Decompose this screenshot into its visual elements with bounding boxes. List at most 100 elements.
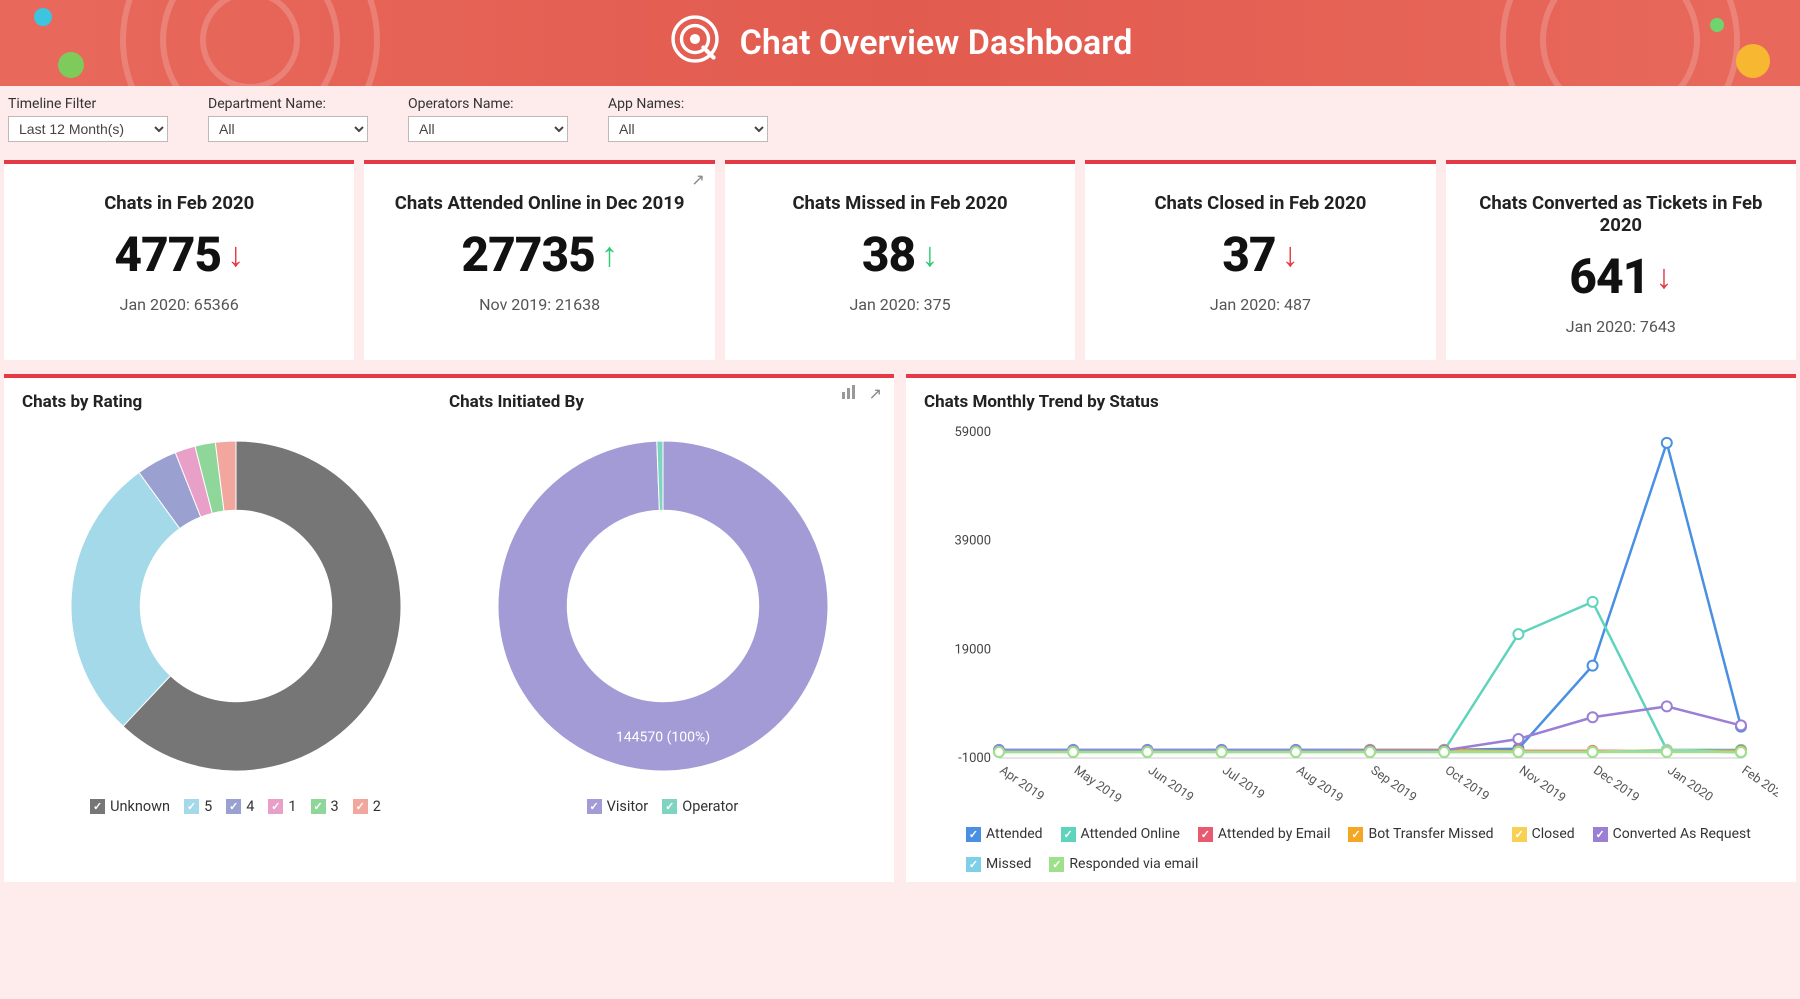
legend-swatch-icon: ✓ <box>90 799 105 814</box>
legend-label: Unknown <box>110 798 170 815</box>
legend-item[interactable]: ✓ Responded via email <box>1049 856 1198 872</box>
kpi-title: Chats Converted as Tickets in Feb 2020 <box>1458 192 1784 236</box>
svg-text:Oct 2019: Oct 2019 <box>1442 763 1492 804</box>
legend-item[interactable]: ✓Bot Transfer Missed <box>1348 826 1493 842</box>
department-filter-select[interactable]: All <box>208 116 368 142</box>
line-chart-trend: -1000190003900059000Apr 2019May 2019Jun … <box>924 418 1778 818</box>
legend-label: 3 <box>331 798 339 815</box>
legend-label: Operator <box>682 798 738 815</box>
legend-item[interactable]: ✓2 <box>353 798 381 815</box>
operators-filter-select[interactable]: All <box>408 116 568 142</box>
kpi-subtext: Jan 2020: 7643 <box>1458 317 1784 336</box>
kpi-card: Chats Closed in Feb 2020 37↓ Jan 2020: 487 <box>1085 160 1435 360</box>
kpi-row: Chats in Feb 20204775↓Jan 2020: 65366↗Ch… <box>0 160 1800 374</box>
trend-arrow-icon: ↑ <box>601 235 618 275</box>
kpi-title: Chats Closed in Feb 2020 <box>1097 192 1423 214</box>
legend-label: Attended by Email <box>1218 826 1331 842</box>
legend-swatch-icon: ✓ <box>1593 827 1608 842</box>
trend-arrow-icon: ↓ <box>1655 257 1672 297</box>
legend-item[interactable]: ✓ Missed <box>966 856 1031 872</box>
legend-item[interactable]: ✓ Visitor <box>587 798 649 815</box>
apps-filter-select[interactable]: All <box>608 116 768 142</box>
legend-item[interactable]: ✓Attended Online <box>1061 826 1180 842</box>
filter-label-operators: Operators Name: <box>408 96 568 112</box>
chart-title-initiated: Chats Initiated By <box>449 392 584 412</box>
dashboard-title: Chat Overview Dashboard <box>740 23 1133 63</box>
svg-text:39000: 39000 <box>954 534 991 549</box>
decorative-dot <box>58 52 84 78</box>
donut-chart-initiated: 144570 (100%) <box>493 436 833 776</box>
kpi-value: 4775 <box>114 226 221 283</box>
legend-swatch-icon: ✓ <box>268 799 283 814</box>
legend-item[interactable]: ✓ Closed <box>1512 826 1575 842</box>
legend-label: Responded via email <box>1069 856 1198 872</box>
legend-rating: ✓Unknown✓5✓4✓1✓3✓2 <box>90 798 381 815</box>
legend-label: Missed <box>986 856 1031 872</box>
svg-text:Feb 2020: Feb 2020 <box>1739 763 1778 805</box>
kpi-value: 641 <box>1569 248 1649 305</box>
chart-title-trend: Chats Monthly Trend by Status <box>924 392 1778 412</box>
legend-item[interactable]: ✓Attended <box>966 826 1043 842</box>
donut-charts-panel: ↗ Chats by Rating ✓Unknown✓5✓4✓1✓3✓2 Cha… <box>4 374 894 882</box>
legend-item[interactable]: ✓Attended by Email <box>1198 826 1331 842</box>
legend-item[interactable]: ✓ Converted As Request <box>1593 826 1751 842</box>
legend-item[interactable]: ✓5 <box>184 798 212 815</box>
legend-swatch-icon: ✓ <box>966 857 981 872</box>
svg-text:Dec 2019: Dec 2019 <box>1590 763 1642 805</box>
kpi-title: Chats Missed in Feb 2020 <box>737 192 1063 214</box>
svg-text:Apr 2019: Apr 2019 <box>997 763 1047 804</box>
trend-arrow-icon: ↓ <box>921 235 938 275</box>
legend-initiated: ✓ Visitor ✓ Operator <box>587 798 739 815</box>
kpi-subtext: Jan 2020: 375 <box>737 295 1063 314</box>
legend-trend: ✓Attended✓Attended Online✓Attended by Em… <box>924 826 1778 872</box>
kpi-card: ↗Chats Attended Online in Dec 201927735↑… <box>364 160 714 360</box>
svg-text:19000: 19000 <box>954 642 991 657</box>
kpi-card: Chats Converted as Tickets in Feb 2020 64… <box>1446 160 1796 360</box>
legend-label: Visitor <box>607 798 649 815</box>
dashboard-header: Chat Overview Dashboard <box>0 0 1800 86</box>
expand-icon[interactable]: ↗ <box>869 384 882 404</box>
legend-label: Converted As Request <box>1613 826 1751 842</box>
trend-arrow-icon: ↓ <box>227 235 244 275</box>
legend-label: 4 <box>246 798 254 815</box>
legend-swatch-icon: ✓ <box>587 799 602 814</box>
trend-arrow-icon: ↓ <box>1282 235 1299 275</box>
kpi-title: Chats in Feb 2020 <box>16 192 342 214</box>
expand-icon[interactable]: ↗ <box>691 170 704 189</box>
kpi-value: 27735 <box>461 226 594 283</box>
legend-item[interactable]: ✓ Operator <box>662 798 738 815</box>
legend-label: Closed <box>1532 826 1575 842</box>
legend-swatch-icon: ✓ <box>1512 827 1527 842</box>
legend-swatch-icon: ✓ <box>226 799 241 814</box>
legend-swatch-icon: ✓ <box>662 799 677 814</box>
svg-text:Nov 2019: Nov 2019 <box>1516 763 1568 806</box>
legend-swatch-icon: ✓ <box>184 799 199 814</box>
trend-chart-panel: Chats Monthly Trend by Status -100019000… <box>906 374 1796 882</box>
filter-label-apps: App Names: <box>608 96 768 112</box>
svg-text:59000: 59000 <box>954 425 991 440</box>
legend-label: 5 <box>204 798 212 815</box>
dashboard-logo-icon <box>668 12 722 75</box>
legend-item[interactable]: ✓1 <box>268 798 296 815</box>
kpi-subtext: Nov 2019: 21638 <box>376 295 702 314</box>
legend-label: 1 <box>288 798 296 815</box>
kpi-subtext: Jan 2020: 487 <box>1097 295 1423 314</box>
filter-label-department: Department Name: <box>208 96 368 112</box>
kpi-value: 38 <box>862 226 915 283</box>
chart-type-icon[interactable] <box>841 384 857 404</box>
chart-title-rating: Chats by Rating <box>22 392 142 412</box>
timeline-filter-select[interactable]: Last 12 Month(s) <box>8 116 168 142</box>
legend-item[interactable]: ✓ Unknown <box>90 798 170 815</box>
kpi-card: Chats in Feb 2020 4775↓ Jan 2020: 65366 <box>4 160 354 360</box>
legend-item[interactable]: ✓3 <box>311 798 339 815</box>
svg-text:Jul 2019: Jul 2019 <box>1219 763 1267 803</box>
kpi-value: 37 <box>1222 226 1275 283</box>
legend-label: Bot Transfer Missed <box>1368 826 1493 842</box>
legend-item[interactable]: ✓4 <box>226 798 254 815</box>
kpi-subtext: Jan 2020: 65366 <box>16 295 342 314</box>
filter-label-timeline: Timeline Filter <box>8 96 168 112</box>
legend-swatch-icon: ✓ <box>1049 857 1064 872</box>
svg-text:Aug 2019: Aug 2019 <box>1294 763 1346 806</box>
decorative-dot <box>1736 44 1770 78</box>
decorative-dot <box>1710 18 1724 32</box>
